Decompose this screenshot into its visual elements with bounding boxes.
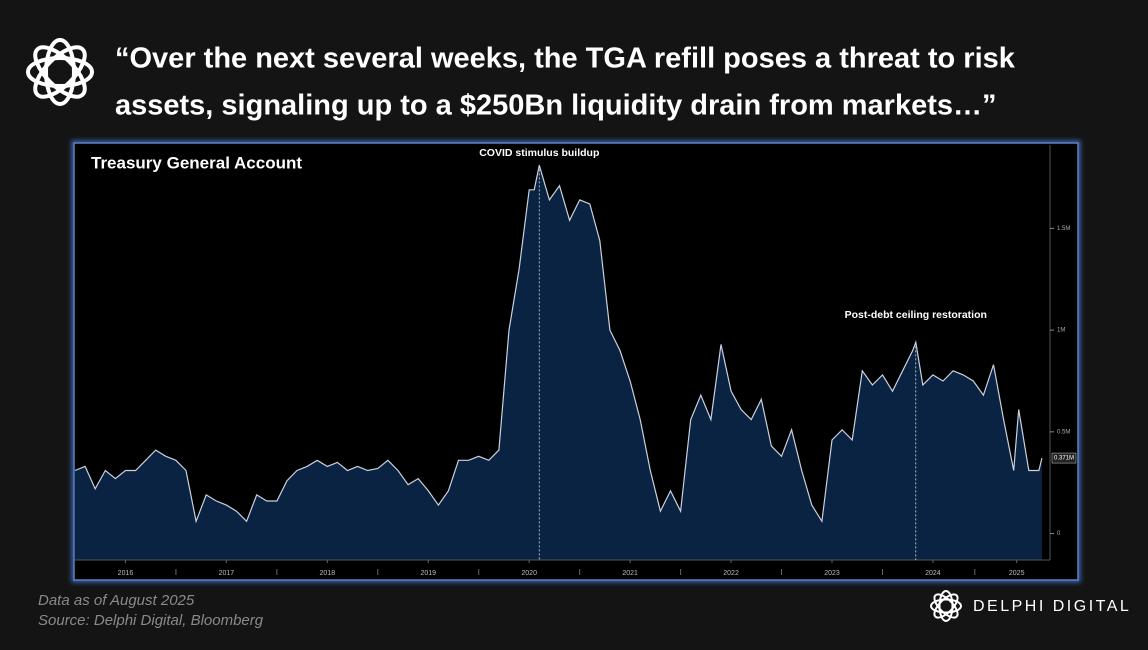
chart-title: Treasury General Account — [91, 153, 302, 172]
line — [74, 165, 1043, 524]
x-tick-label: 2020 — [521, 570, 537, 577]
x-tick-label: 2018 — [320, 570, 336, 577]
area — [75, 165, 1042, 561]
x-tick-label: 2017 — [219, 570, 235, 577]
y-tick-label: 0.5M — [1057, 429, 1070, 435]
x-tick-label: 2025 — [1009, 570, 1025, 577]
x-tick-label: 2021 — [622, 570, 638, 577]
brand-icon — [930, 590, 962, 622]
logo-icon — [26, 38, 94, 106]
title-line: assets, signaling up to a $250Bn liquidi… — [115, 90, 997, 122]
x-tick-label: 2019 — [420, 570, 436, 577]
title-line: “Over the next several weeks, the TGA re… — [115, 43, 1016, 75]
footer-source: Source: Delphi Digital, Bloomberg — [38, 612, 264, 629]
last-price-tag — [1051, 452, 1077, 464]
y-tick-label: 1M — [1057, 328, 1065, 334]
footer-note: Data as of August 2025 — [38, 592, 195, 609]
x-tick-label: 2023 — [824, 570, 840, 577]
annotation-label: COVID stimulus buildup — [479, 147, 599, 159]
annotation-label: Post-debt ceiling restoration — [845, 309, 987, 321]
x-tick-label: 2016 — [118, 570, 134, 577]
x-tick-label: 2024 — [925, 570, 941, 577]
brand-name: DELPHI DIGITAL — [973, 598, 1131, 615]
y-tick-label: 0 — [1057, 531, 1061, 537]
plot: 2016 2017 2018 2019 2020 2021 2022 2023 2024 2025… — [74, 145, 1077, 577]
y-tick-label: 1.5M — [1057, 226, 1070, 232]
x-tick-label: 2022 — [723, 570, 739, 577]
last-price-label: 0.371M — [1054, 456, 1074, 462]
